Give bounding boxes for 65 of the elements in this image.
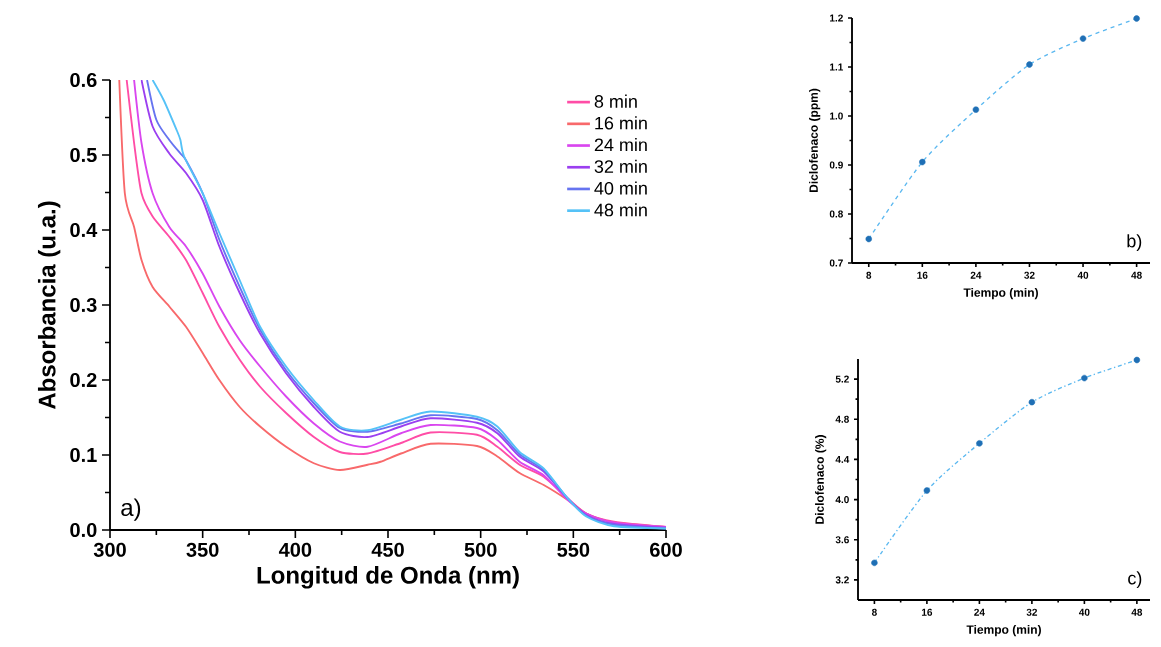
legend-label: 32 min	[594, 159, 647, 173]
x-tick-label: 24	[970, 271, 982, 279]
point	[923, 487, 931, 494]
y-tick-label: 3.2	[835, 576, 849, 584]
y-axis-title: Diclofenaco (ppm)	[809, 88, 821, 193]
x-tick-label: 450	[371, 542, 404, 557]
x-axis-title: Tiempo (min)	[963, 287, 1038, 300]
y-axis-title: Absorbancia (u.a.)	[37, 201, 61, 410]
x-tick-label: 24	[974, 608, 985, 616]
x-tick-label: 40	[1078, 608, 1090, 616]
legend-label: 8 min	[594, 94, 637, 108]
y-tick-label: 0.1	[70, 447, 97, 463]
y-tick-label: 3.6	[835, 536, 849, 544]
x-tick-label: 16	[921, 608, 933, 616]
y-tick-label: 4.0	[835, 496, 849, 504]
x-tick-label: 400	[278, 542, 312, 557]
y-tick-label: 0.9	[829, 161, 843, 169]
x-tick-label: 32	[1024, 271, 1035, 279]
y-axis-title: Diclofenaco (%)	[815, 435, 827, 524]
point	[919, 158, 926, 166]
y-tick-label: 0.8	[829, 210, 843, 218]
x-tick-label: 32	[1026, 608, 1038, 616]
x-tick-label: 16	[917, 271, 928, 279]
x-tick-label: 500	[464, 542, 497, 557]
point	[976, 440, 983, 447]
y-tick-label: 5.2	[835, 375, 849, 383]
annotation: c)	[1128, 571, 1142, 589]
x-tick-label: 550	[557, 542, 590, 557]
y-tick-label: 0.7	[829, 259, 843, 267]
y-tick-label: 0.0	[70, 522, 97, 538]
annotation: b)	[1127, 234, 1142, 251]
x-axis-title: Tiempo (min)	[966, 624, 1041, 637]
x-tick-label: 600	[650, 542, 682, 557]
annotation: a)	[121, 498, 141, 521]
legend-label: 40 min	[594, 181, 647, 195]
x-tick-label: 48	[1131, 608, 1143, 616]
x-tick-label: 40	[1077, 271, 1089, 279]
legend-label: 48 min	[594, 203, 647, 217]
y-tick-label: 0.2	[70, 372, 97, 388]
point	[1133, 356, 1141, 364]
y-tick-label: 4.8	[835, 415, 849, 423]
point	[1028, 398, 1036, 406]
point	[1026, 61, 1033, 68]
y-tick-label: 1.2	[830, 14, 843, 22]
point	[871, 559, 878, 567]
x-tick-label: 8	[866, 271, 872, 279]
point	[1079, 35, 1087, 42]
y-tick-label: 4.4	[835, 455, 850, 463]
legend-label: 24 min	[594, 138, 647, 152]
y-tick-label: 1.0	[830, 112, 843, 120]
x-tick-label: 300	[93, 542, 126, 557]
y-tick-label: 1.1	[830, 63, 844, 71]
y-tick-label: 0.4	[70, 222, 98, 238]
x-axis-title: Longitud de Onda (nm)	[257, 566, 519, 589]
x-tick-label: 350	[186, 542, 219, 557]
legend-label: 16 min	[595, 116, 647, 130]
x-tick-label: 48	[1131, 271, 1142, 279]
y-tick-label: 0.3	[70, 297, 97, 313]
y-tick-label: 0.6	[70, 72, 97, 88]
point	[972, 106, 980, 113]
x-tick-label: 8	[871, 608, 877, 616]
point	[1081, 374, 1088, 382]
point	[865, 235, 872, 243]
y-tick-label: 0.5	[70, 147, 97, 163]
point	[1133, 15, 1140, 22]
